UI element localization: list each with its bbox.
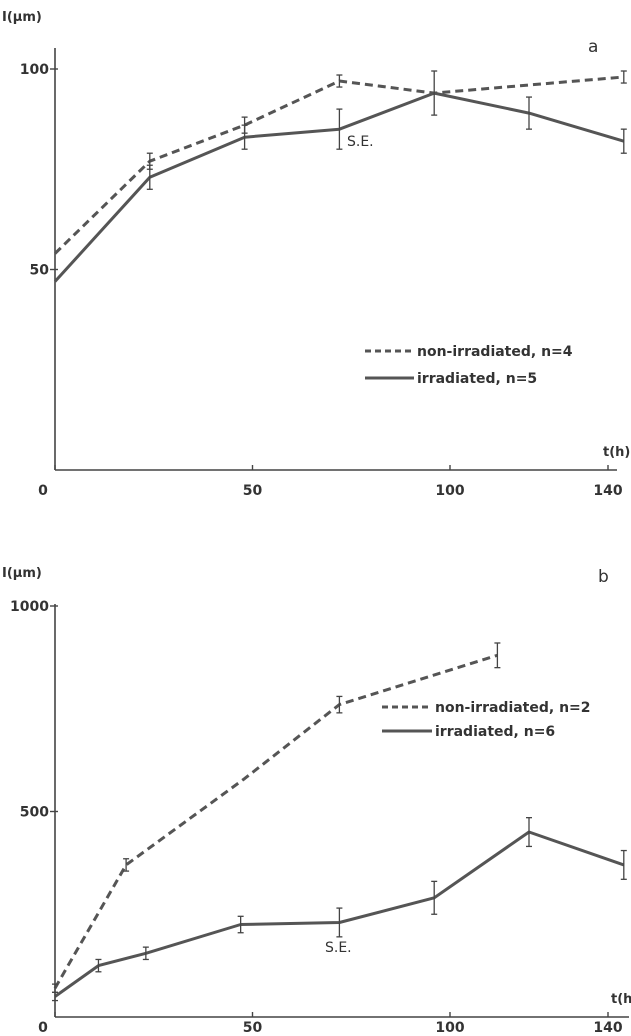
legend-label: non-irradiated, n=4: [417, 344, 573, 360]
x-tick-label: 0: [38, 483, 48, 499]
x-tick-label: 50: [243, 1020, 263, 1036]
series-line: [53, 91, 625, 283]
y-tick-label: 500: [20, 805, 49, 821]
se-annotation: S.E.: [347, 134, 374, 150]
legend-label: irradiated, n=5: [417, 371, 537, 387]
panel-label: b: [598, 567, 609, 587]
y-tick-label: 1000: [10, 599, 49, 615]
x-axis-label: t(h): [611, 992, 631, 1007]
x-tick-label: 100: [435, 1020, 464, 1036]
series-line: [53, 653, 498, 989]
x-tick-label: 140: [593, 1020, 622, 1036]
x-tick-label: 100: [435, 483, 464, 499]
y-axis-label: I(µm): [2, 10, 42, 25]
x-axis-label: t(h): [603, 445, 630, 460]
series-line: [54, 830, 625, 998]
legend-label: irradiated, n=6: [435, 724, 555, 740]
legend-label: non-irradiated, n=2: [435, 700, 591, 716]
series-line: [53, 75, 624, 255]
y-tick-label: 100: [20, 62, 49, 78]
x-tick-label: 140: [593, 483, 622, 499]
x-tick-label: 50: [243, 483, 263, 499]
x-tick-label: 0: [38, 1020, 48, 1036]
chart-panel-b: 0 50 100 140 500 1000 I(µm) t(h) b non-irradiated…: [2, 566, 631, 1036]
y-axis-label: I(µm): [2, 566, 42, 581]
panel-label: a: [588, 37, 598, 57]
chart-panel-a: 0 50 100 140 50 100 I(µm) t(h) a non-irradiated, …: [2, 10, 630, 499]
y-tick-label: 50: [30, 263, 50, 279]
se-annotation: S.E.: [325, 940, 352, 956]
